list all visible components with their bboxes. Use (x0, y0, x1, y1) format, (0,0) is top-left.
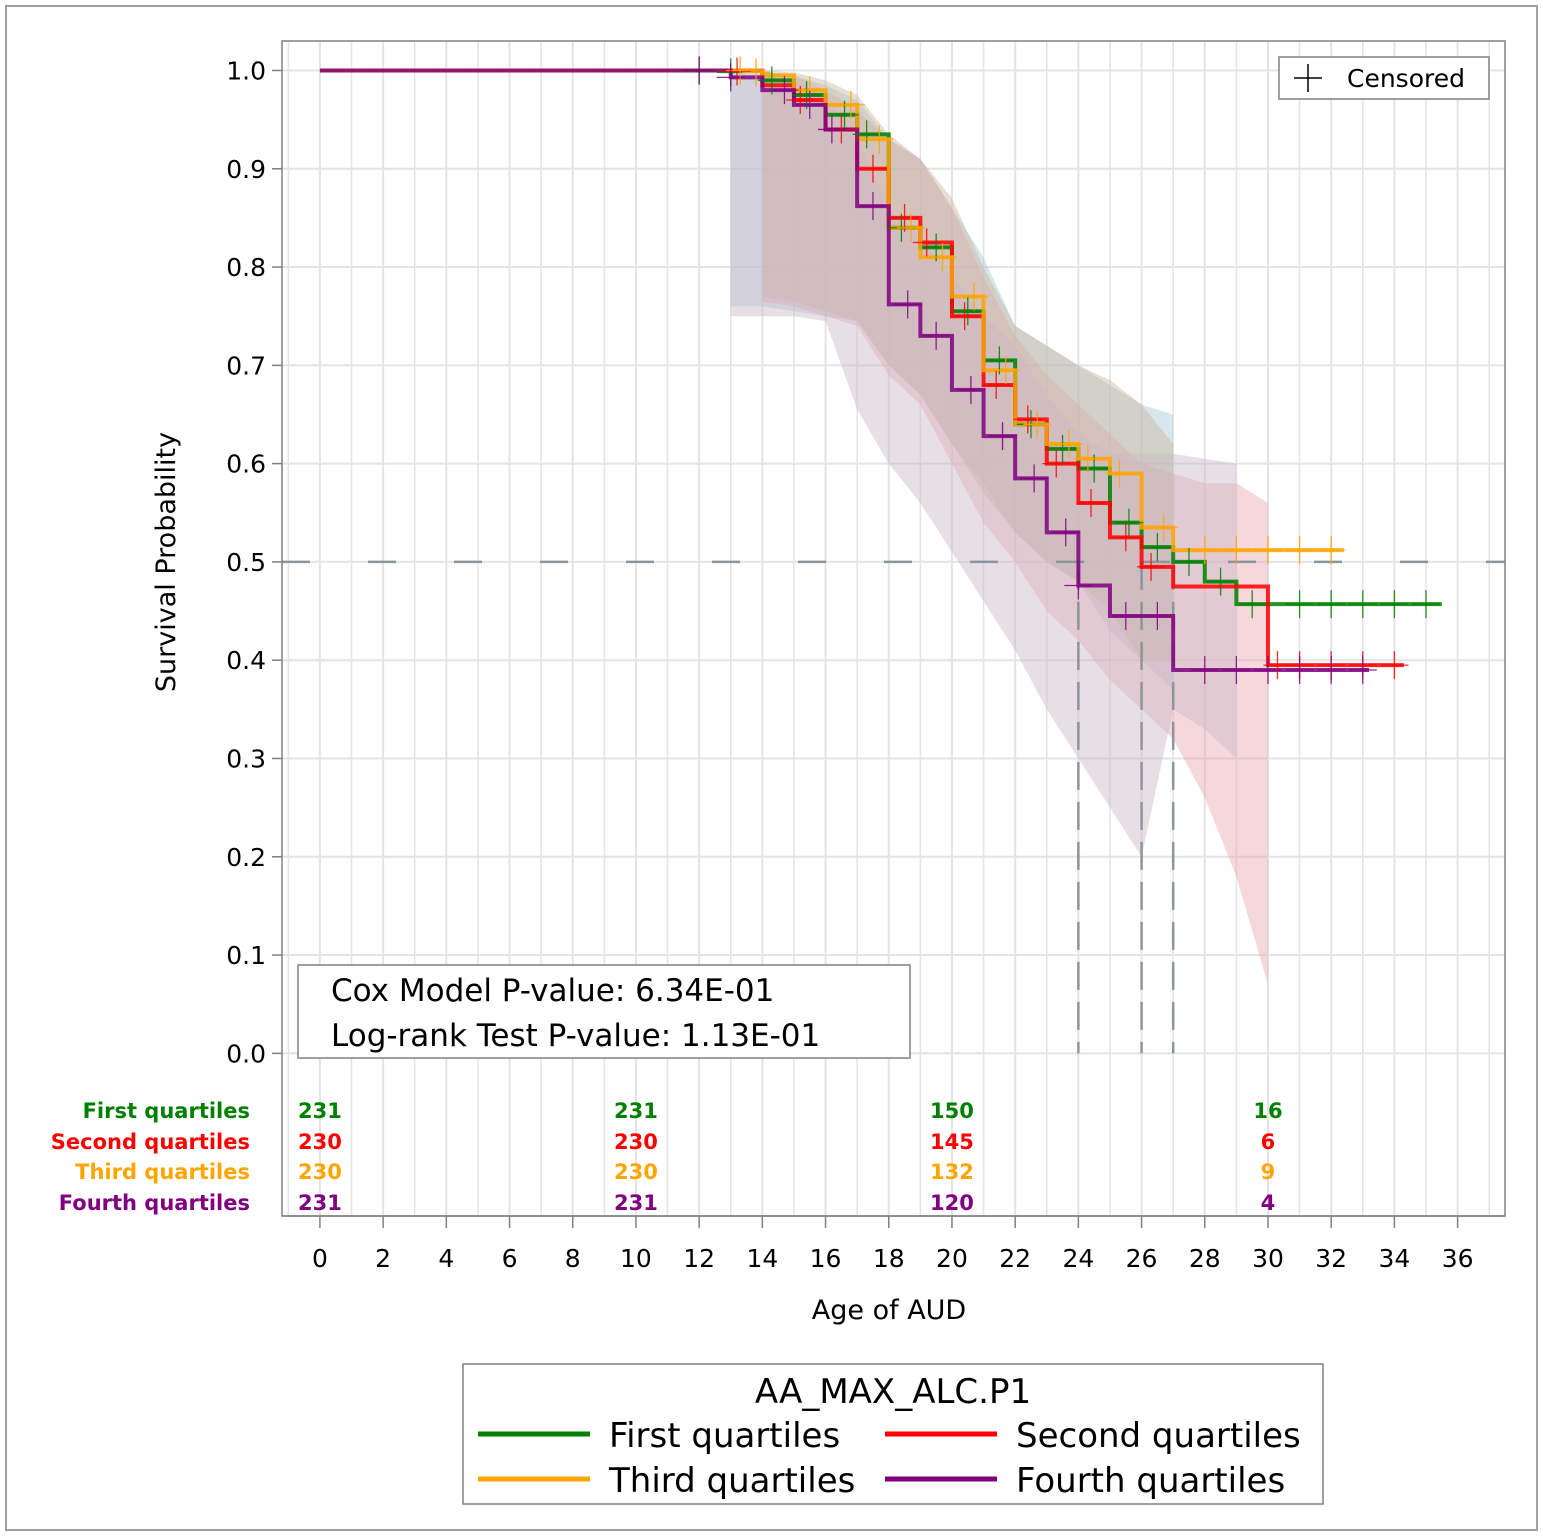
x-tick-label: 6 (502, 1244, 518, 1273)
at-risk-count: 230 (614, 1160, 658, 1184)
censor-marks (685, 56, 1440, 685)
y-tick-label: 0.3 (226, 744, 266, 773)
stats-box: Cox Model P-value: 6.34E-01 Log-rank Tes… (297, 964, 911, 1059)
y-tick-label: 0.0 (226, 1039, 266, 1068)
at-risk-table: First quartiles 231 231 150 16 Second quartil… (51, 1099, 1283, 1215)
y-tick-label: 0.9 (226, 155, 266, 184)
x-tick-label: 8 (565, 1244, 581, 1273)
x-tick-label: 30 (1252, 1244, 1284, 1273)
at-risk-count: 231 (298, 1099, 342, 1123)
y-tick-label: 0.6 (226, 450, 266, 479)
y-tick-label: 0.5 (226, 548, 266, 577)
legend-label-third: Third quartiles (608, 1461, 855, 1501)
x-tick-label: 12 (683, 1244, 715, 1273)
at-risk-row-label: First quartiles (83, 1099, 250, 1123)
y-tick-label: 0.7 (226, 351, 266, 380)
at-risk-count: 231 (614, 1191, 658, 1215)
legend-label-fourth: Fourth quartiles (1016, 1461, 1285, 1501)
x-tick-label: 28 (1189, 1244, 1221, 1273)
x-tick-label: 18 (873, 1244, 905, 1273)
at-risk-count: 231 (614, 1099, 658, 1123)
x-tick-label: 32 (1315, 1244, 1347, 1273)
censor-legend-label: Censored (1347, 64, 1465, 93)
y-tick-label: 0.2 (226, 843, 266, 872)
cox-pvalue-text: Cox Model P-value: 6.34E-01 (331, 973, 774, 1009)
logrank-pvalue-text: Log-rank Test P-value: 1.13E-01 (331, 1018, 820, 1054)
y-axis-title: Survival Probability (151, 432, 182, 692)
x-tick-label: 22 (999, 1244, 1031, 1273)
at-risk-count: 230 (298, 1160, 342, 1184)
x-tick-label: 24 (1062, 1244, 1094, 1273)
axes: 0.00.10.20.30.40.50.60.70.80.91.00 2 4 6 8 10… (226, 40, 1506, 1273)
at-risk-count: 120 (930, 1191, 974, 1215)
censor-legend: Censored (1278, 56, 1490, 100)
x-tick-label: 16 (810, 1244, 842, 1273)
x-tick-label: 14 (746, 1244, 778, 1273)
y-tick-label: 0.1 (226, 941, 266, 970)
confidence-band-3 (762, 70, 1174, 661)
x-axis-title: Age of AUD (812, 1295, 966, 1326)
y-tick-label: 0.4 (226, 646, 266, 675)
group-legend: AA_MAX_ALC.P1 First quartiles Second qua… (462, 1363, 1324, 1505)
legend-label-second: Second quartiles (1016, 1416, 1301, 1456)
x-tick-label: 34 (1378, 1244, 1410, 1273)
at-risk-count: 4 (1261, 1191, 1276, 1215)
x-tick-label: 36 (1442, 1244, 1474, 1273)
x-tick-label: 26 (1126, 1244, 1158, 1273)
at-risk-row-label: Fourth quartiles (59, 1191, 250, 1215)
x-tick-label: 2 (375, 1244, 391, 1273)
at-risk-count: 231 (298, 1191, 342, 1215)
at-risk-row-label: Third quartiles (75, 1160, 250, 1184)
confidence-band-4 (730, 70, 1237, 857)
at-risk-count: 150 (930, 1099, 974, 1123)
x-tick-label: 0 (312, 1244, 328, 1273)
at-risk-row-label: Second quartiles (51, 1130, 250, 1154)
y-tick-label: 0.8 (226, 253, 266, 282)
at-risk-count: 9 (1261, 1160, 1276, 1184)
x-tick-label: 20 (936, 1244, 968, 1273)
at-risk-count: 230 (298, 1130, 342, 1154)
stats-box-frame (297, 964, 911, 1059)
at-risk-count: 132 (930, 1160, 974, 1184)
at-risk-count: 230 (614, 1130, 658, 1154)
at-risk-count: 16 (1253, 1099, 1282, 1123)
x-tick-label: 4 (438, 1244, 454, 1273)
legend-label-first: First quartiles (609, 1416, 840, 1456)
at-risk-count: 6 (1261, 1130, 1276, 1154)
group-legend-title: AA_MAX_ALC.P1 (755, 1372, 1031, 1412)
at-risk-count: 145 (930, 1130, 974, 1154)
y-tick-label: 1.0 (226, 56, 266, 85)
x-tick-label: 10 (620, 1244, 652, 1273)
